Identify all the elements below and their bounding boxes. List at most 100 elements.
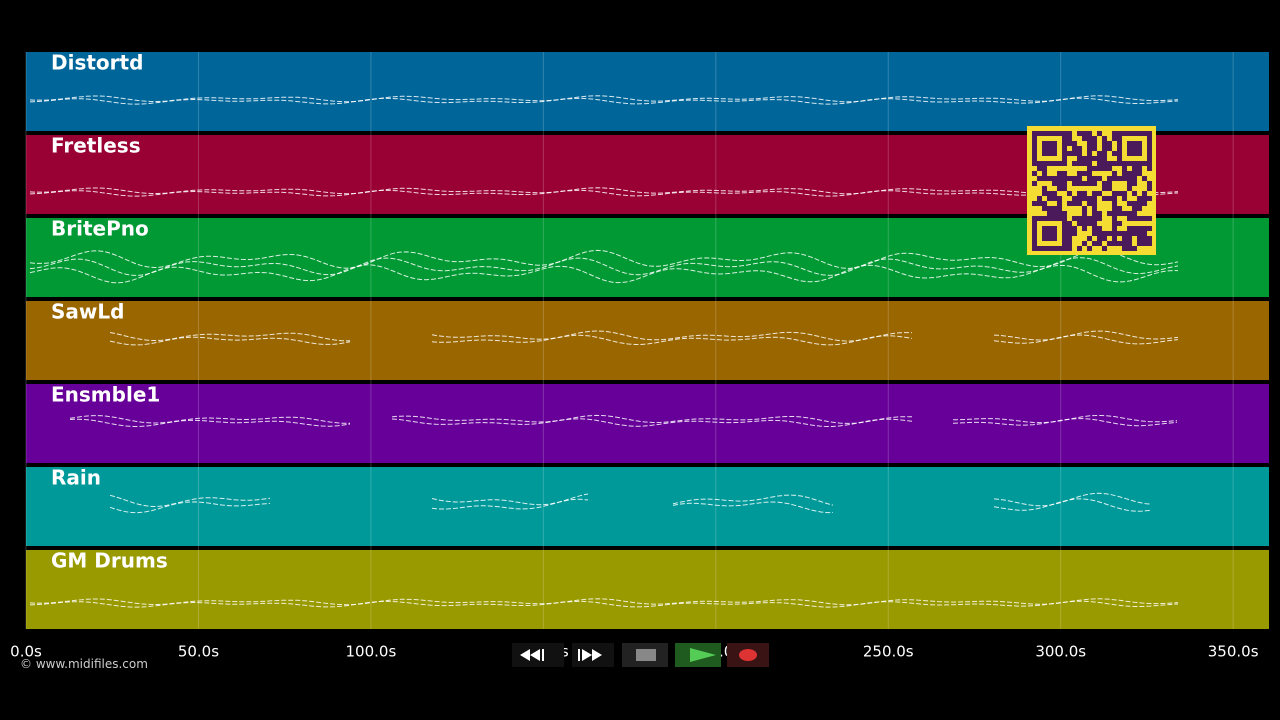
qr-cell (1127, 236, 1132, 241)
qr-cell (1042, 166, 1047, 171)
qr-cell (1107, 166, 1112, 171)
qr-cell (1097, 236, 1102, 241)
qr-cell (1087, 151, 1092, 156)
qr-cell (1082, 171, 1087, 176)
qr-cell (1112, 211, 1117, 216)
track-name: GM Drums (51, 549, 168, 573)
qr-cell (1087, 141, 1092, 146)
qr-cell (1147, 236, 1152, 241)
qr-cell (1057, 201, 1062, 206)
qr-cell (1067, 176, 1072, 181)
qr-cell (1092, 166, 1097, 171)
qr-cell (1077, 216, 1082, 221)
qr-cell (1107, 211, 1112, 216)
stop-icon (636, 649, 656, 661)
qr-cell (1107, 186, 1112, 191)
qr-cell (1057, 211, 1062, 216)
qr-cell (1052, 211, 1057, 216)
qr-cell (1057, 176, 1062, 181)
qr-cell (1142, 241, 1147, 246)
qr-finder (1042, 226, 1057, 241)
qr-cell (1102, 186, 1107, 191)
qr-cell (1087, 201, 1092, 206)
qr-cell (1107, 161, 1112, 166)
qr-cell (1087, 216, 1092, 221)
qr-cell (1142, 216, 1147, 221)
qr-cell (1122, 236, 1127, 241)
qr-cell (1112, 161, 1117, 166)
qr-cell (1132, 201, 1137, 206)
qr-cell (1072, 201, 1077, 206)
qr-cell (1037, 166, 1042, 171)
qr-cell (1127, 246, 1132, 251)
qr-cell (1077, 221, 1082, 226)
note-trace (672, 494, 834, 506)
qr-cell (1142, 231, 1147, 236)
qr-cell (1097, 131, 1102, 136)
qr-cell (1042, 176, 1047, 181)
tick-label: 50.0s (178, 643, 219, 661)
qr-cell (1102, 161, 1107, 166)
qr-cell (1147, 196, 1152, 201)
qr-cell (1042, 206, 1047, 211)
tick-label: 0.0s (10, 643, 42, 661)
qr-cell (1032, 201, 1037, 206)
qr-cell (1047, 196, 1052, 201)
qr-cell (1057, 186, 1062, 191)
qr-cell (1107, 196, 1112, 201)
qr-cell (1127, 211, 1132, 216)
qr-cell (1147, 186, 1152, 191)
qr-cell (1112, 236, 1117, 241)
qr-cell (1142, 236, 1147, 241)
qr-cell (1092, 206, 1097, 211)
note-trace (391, 418, 913, 427)
qr-cell (1112, 151, 1117, 156)
qr-cell (1062, 176, 1067, 181)
track-lane (26, 467, 1269, 546)
note-trace (29, 95, 1179, 103)
qr-cell (1092, 181, 1097, 186)
note-trace (391, 414, 913, 424)
qr-cell (1037, 201, 1042, 206)
qr-cell (1112, 196, 1117, 201)
qr-cell (1127, 176, 1132, 181)
qr-cell (1097, 191, 1102, 196)
note-trace (29, 97, 1179, 105)
qr-cell (1137, 231, 1142, 236)
rewind-icon (520, 649, 544, 661)
qr-cell (1097, 161, 1102, 166)
qr-cell (1097, 216, 1102, 221)
qr-cell (1107, 241, 1112, 246)
qr-cell (1112, 226, 1117, 231)
note-trace (109, 501, 271, 514)
qr-cell (1117, 176, 1122, 181)
qr-cell (1092, 226, 1097, 231)
qr-cell (1072, 161, 1077, 166)
qr-cell (1137, 226, 1142, 231)
qr-cell (1067, 141, 1072, 146)
qr-cell (1092, 231, 1097, 236)
note-trace (993, 330, 1179, 341)
qr-cell (1042, 186, 1047, 191)
qr-cell (1127, 186, 1132, 191)
track-name: SawLd (51, 300, 124, 324)
qr-cell (1042, 171, 1047, 176)
tick-label: 350.0s (1208, 643, 1259, 661)
qr-cell (1112, 206, 1117, 211)
qr-cell (1112, 176, 1117, 181)
qr-cell (1082, 156, 1087, 161)
note-trace (431, 334, 913, 346)
qr-cell (1112, 221, 1117, 226)
qr-cell (1137, 171, 1142, 176)
qr-cell (1102, 166, 1107, 171)
qr-cell (1087, 166, 1092, 171)
qr-cell (1077, 146, 1082, 151)
qr-cell (1057, 196, 1062, 201)
qr-cell (1072, 231, 1077, 236)
qr-cell (1132, 216, 1137, 221)
qr-cell (1077, 246, 1082, 251)
qr-cell (1092, 136, 1097, 141)
qr-cell (1082, 216, 1087, 221)
note-trace (993, 334, 1179, 345)
